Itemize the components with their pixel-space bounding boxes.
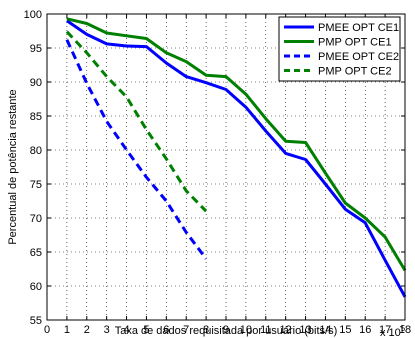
x-tick-label: 11 xyxy=(260,324,271,336)
y-tick-label: 60 xyxy=(30,281,42,293)
series-group xyxy=(65,17,407,298)
x-tick-label: 12 xyxy=(280,324,292,336)
x-tick-label: 2 xyxy=(84,324,90,336)
x-tick-label: 14 xyxy=(319,324,331,336)
series-line-3 xyxy=(65,39,208,260)
x-tick-label: 0 xyxy=(44,324,50,336)
series-line-2 xyxy=(66,17,407,272)
y-tick-label: 100 xyxy=(24,9,42,21)
x-tick-label: 6 xyxy=(163,324,169,336)
legend-label: PMEE OPT CE2 xyxy=(318,51,399,63)
x-tick-label: 1 xyxy=(64,324,70,336)
y-tick-label: 70 xyxy=(30,213,42,225)
x-tick-label: 8 xyxy=(203,324,209,336)
legend-label: PMEE OPT CE1 xyxy=(318,22,399,34)
x-tick-label: 4 xyxy=(123,324,129,336)
x-tick-label: 13 xyxy=(299,324,311,336)
x-tick-label: 17 xyxy=(379,324,391,336)
x-tick-label: 10 xyxy=(240,324,252,336)
x-tick-label: 3 xyxy=(104,324,110,336)
x-tick-label: 15 xyxy=(339,324,351,336)
x-tick-label: 18 xyxy=(399,324,411,336)
series-line-4 xyxy=(65,30,208,213)
y-tick-label: 95 xyxy=(30,43,42,55)
legend: PMEE OPT CE1 PMP OPT CE1 PMEE OPT CE2 PMP O… xyxy=(278,16,401,82)
x-tick-label: 5 xyxy=(143,324,149,336)
y-tick-label: 85 xyxy=(30,111,42,123)
y-tick-label: 55 xyxy=(30,315,42,327)
x-axis-label: Taxa de dados requisitada por usuário (b… xyxy=(115,325,338,337)
x-tick-label: 16 xyxy=(359,324,371,336)
y-axis-label: Percentual de potência restante xyxy=(7,89,19,244)
y-tick-label: 80 xyxy=(30,145,42,157)
series-line-1 xyxy=(66,19,407,298)
y-tick-label: 90 xyxy=(30,77,42,89)
x-tick-label: 9 xyxy=(223,324,229,336)
legend-label: PMP OPT CE2 xyxy=(318,66,392,78)
y-tick-label: 75 xyxy=(30,179,42,191)
x-multiplier-exponent: 5 xyxy=(401,324,406,333)
tick-group: 0 1 2 3 4 5 6 7 8 9 10 11 12 13 14 15 16 17 18556065707580… xyxy=(24,9,411,336)
legend-label: PMP OPT CE1 xyxy=(318,37,392,49)
x-multiplier-label: x 105 xyxy=(380,324,406,338)
x-tick-label: 7 xyxy=(183,324,189,336)
y-tick-label: 65 xyxy=(30,247,42,259)
